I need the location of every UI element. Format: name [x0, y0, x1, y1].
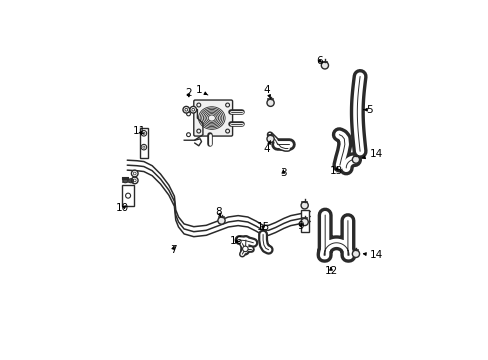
Text: 14: 14: [363, 250, 383, 260]
Text: 15: 15: [256, 222, 269, 232]
FancyBboxPatch shape: [122, 185, 134, 206]
Circle shape: [131, 170, 138, 177]
Circle shape: [189, 107, 196, 113]
Circle shape: [321, 62, 328, 69]
Text: 6: 6: [316, 56, 323, 66]
Circle shape: [352, 156, 359, 163]
Text: 9: 9: [297, 221, 303, 231]
Text: 4: 4: [264, 141, 270, 153]
Circle shape: [266, 99, 274, 107]
Circle shape: [183, 107, 189, 113]
Text: 5: 5: [363, 105, 372, 115]
FancyBboxPatch shape: [140, 128, 147, 158]
Text: 14: 14: [362, 149, 383, 159]
Text: 16: 16: [229, 237, 243, 246]
FancyBboxPatch shape: [300, 210, 308, 232]
Text: 1: 1: [196, 85, 207, 95]
Text: 2: 2: [184, 88, 191, 98]
Circle shape: [352, 250, 359, 257]
Text: 11: 11: [133, 126, 146, 135]
Text: 4: 4: [264, 85, 270, 98]
Circle shape: [266, 135, 274, 143]
Circle shape: [301, 202, 307, 209]
Text: 3: 3: [280, 168, 286, 179]
Circle shape: [301, 219, 307, 226]
Circle shape: [131, 177, 138, 184]
Text: 7: 7: [169, 245, 176, 255]
Circle shape: [141, 144, 146, 150]
Circle shape: [218, 217, 224, 224]
Text: 12: 12: [324, 266, 337, 276]
Circle shape: [141, 131, 146, 136]
Text: 10: 10: [116, 203, 129, 213]
Text: 8: 8: [215, 207, 222, 217]
Text: 13: 13: [329, 166, 343, 176]
FancyBboxPatch shape: [193, 100, 232, 136]
Circle shape: [242, 246, 247, 252]
